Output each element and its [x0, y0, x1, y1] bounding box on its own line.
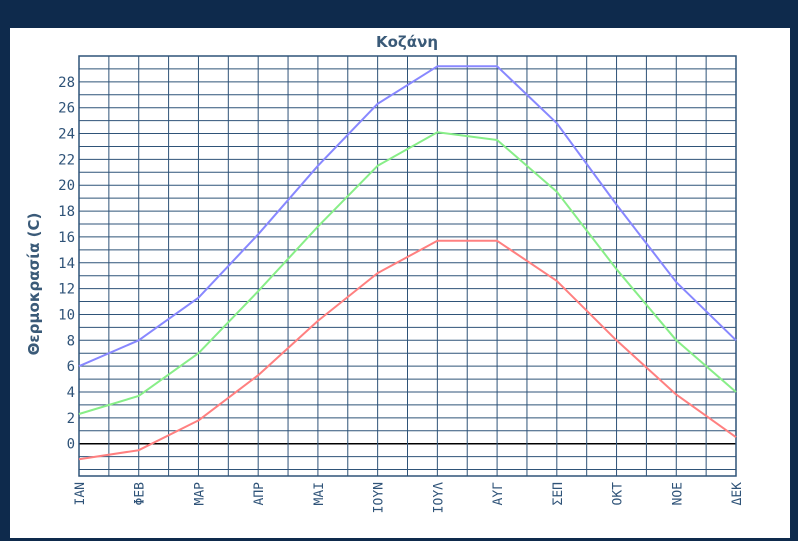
- x-tick-label: ΜΑΡ: [192, 482, 207, 506]
- y-tick-label: 8: [67, 333, 75, 349]
- x-tick-label: ΟΚΤ: [611, 482, 626, 506]
- y-tick-label: 28: [58, 75, 75, 91]
- y-tick-label: 16: [58, 230, 75, 246]
- plot-border: [78, 55, 737, 477]
- x-tick-label: ΑΠΡ: [252, 482, 267, 506]
- x-tick-label: ΙΟΥΛ: [431, 482, 446, 513]
- chart-frame: [10, 28, 790, 538]
- y-tick-label: 20: [58, 178, 75, 194]
- y-tick-label: 24: [58, 127, 75, 143]
- grid: [78, 55, 737, 477]
- x-tick-labels: ΙΑΝ ΦΕΒ ΜΑΡ ΑΠΡ ΜΑΙ ΙΟΥΝ ΙΟΥΛ ΑΥΓ ΣΕΠ ΟΚΤ ΝΟΕ ΔΕΚ: [73, 482, 745, 513]
- x-tick-label: ΣΕΠ: [551, 482, 566, 505]
- y-tick-label: 10: [58, 307, 75, 323]
- y-axis-label: Θερμοκρασία (C): [25, 213, 43, 356]
- x-tick-label: ΦΕΒ: [133, 482, 148, 506]
- y-tick-label: 22: [58, 152, 75, 168]
- y-tick-label: 12: [58, 282, 75, 298]
- series-lines: [78, 65, 737, 461]
- series-line-2: [78, 131, 737, 415]
- x-tick-label: ΙΟΥΝ: [372, 482, 387, 513]
- chart-title: Κοζάνη: [376, 33, 438, 51]
- x-tick-label: ΔΕΚ: [730, 482, 745, 506]
- y-tick-label: 6: [67, 359, 75, 375]
- y-tick-label: 4: [67, 385, 75, 401]
- x-tick-label: ΝΟΕ: [670, 482, 685, 505]
- x-tick-label: ΑΥΓ: [491, 482, 506, 506]
- y-tick-label: 14: [58, 256, 75, 272]
- y-tick-label: 2: [67, 411, 75, 427]
- y-tick-label: 26: [58, 101, 75, 117]
- series-line-3: [78, 239, 737, 461]
- y-tick-label: 0: [67, 437, 75, 453]
- x-tick-label: ΙΑΝ: [73, 482, 88, 505]
- series-line-1: [78, 65, 737, 368]
- x-tick-label: ΜΑΙ: [312, 482, 327, 505]
- y-tick-label: 18: [58, 204, 75, 220]
